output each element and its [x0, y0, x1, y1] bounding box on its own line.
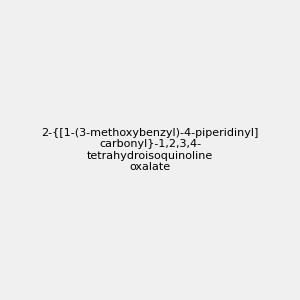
Text: 2-{[1-(3-methoxybenzyl)-4-piperidinyl]
carbonyl}-1,2,3,4-
tetrahydroisoquinoline: 2-{[1-(3-methoxybenzyl)-4-piperidinyl] c…	[41, 128, 259, 172]
